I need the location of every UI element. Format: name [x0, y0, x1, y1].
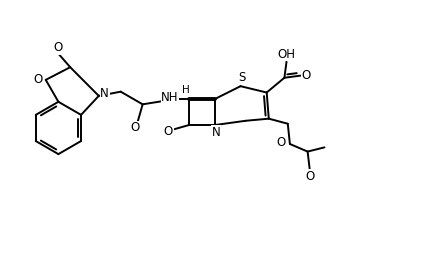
Text: N: N	[100, 87, 109, 100]
Text: O: O	[54, 41, 63, 54]
Text: NH: NH	[161, 91, 179, 104]
Text: S: S	[239, 71, 246, 84]
Text: O: O	[305, 170, 314, 183]
Text: N: N	[211, 126, 221, 139]
Text: OH: OH	[278, 48, 296, 61]
Text: O: O	[302, 69, 311, 82]
Text: O: O	[131, 121, 140, 134]
Text: O: O	[33, 73, 43, 86]
Text: O: O	[277, 136, 286, 149]
Text: H: H	[182, 85, 190, 95]
Text: O: O	[164, 125, 173, 138]
